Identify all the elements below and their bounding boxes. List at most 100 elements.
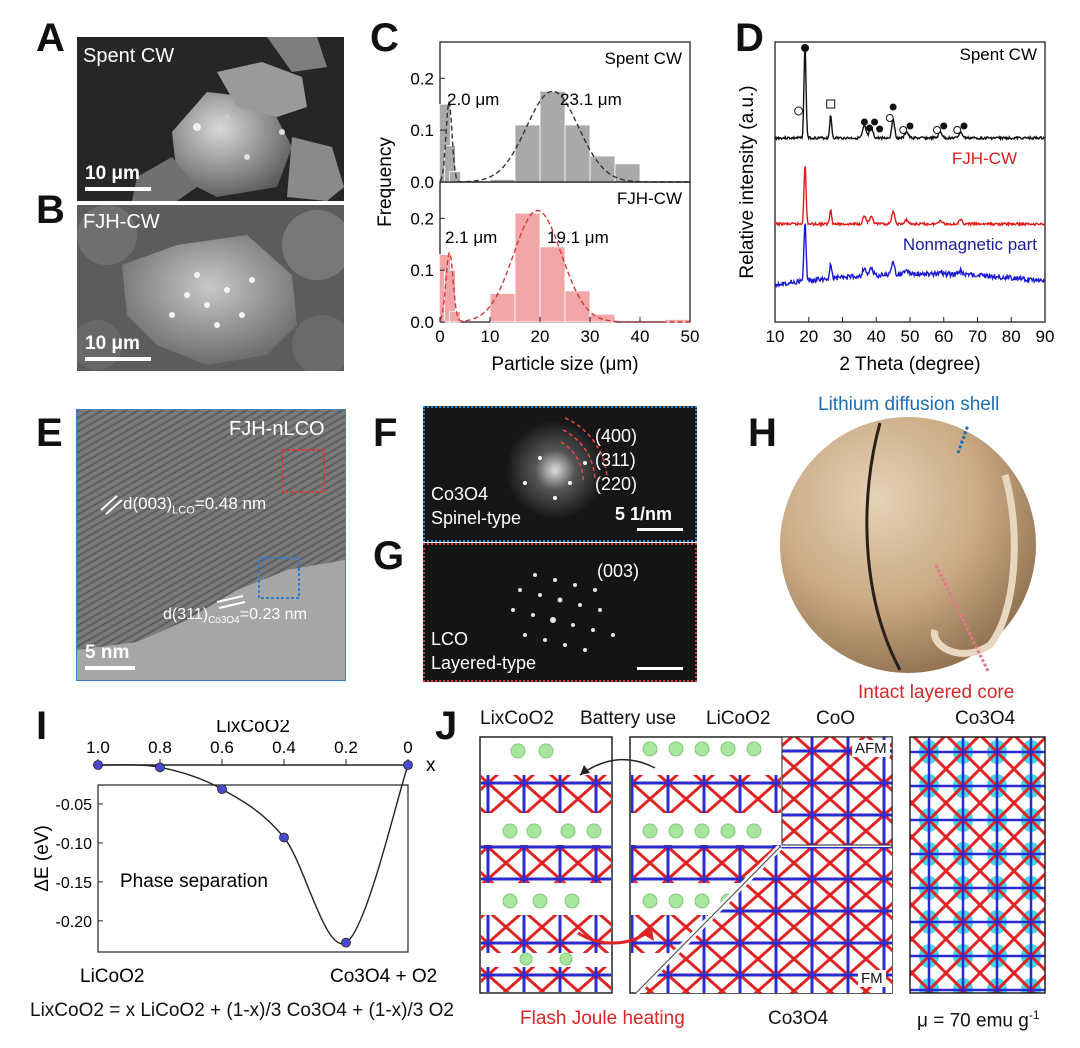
ytick-label-1-2: 0.2 [410,209,434,228]
scale-bar-g [637,667,683,670]
scale-bar-label-a: 10 μm [85,163,140,184]
xtick-label-d-3: 40 [867,327,886,346]
core-label: Intact layered core [858,682,1015,703]
bar-1-3 [489,293,516,323]
bottom-co3o4: Co3O4 [768,1008,829,1029]
phase-annotation: Phase separation [120,871,268,892]
bar-1-2 [449,311,461,323]
crystal-structures [479,736,1046,996]
li-ions-col1 [502,743,602,966]
equation: LixCoO2 = x LiCoO2 + (1-x)/3 Co3O4 + (1-… [30,1000,454,1022]
ytick-label-i-1: -0.10 [56,836,93,853]
marker-filled-6 [906,122,914,130]
bar-0-5 [539,90,566,183]
xtick-label-d-2: 30 [833,327,852,346]
scale-bar-a [85,187,151,191]
peak-label-1-0: 2.1 μm [445,228,497,247]
d003-sub: LCO [172,504,195,517]
ytick-label-0-2: 0.2 [410,69,434,88]
hrtem-label: FJH-nLCO [229,418,325,440]
fft-spinel-image: (400) (311) (220) Co3O4 Spinel-type 5 1/… [423,406,697,542]
subplot-title-1: FJH-CW [617,189,682,208]
scale-bar-label-e: 5 nm [85,642,130,663]
lixcoo2-layers [481,775,611,992]
xrd-series-2 [774,223,1045,289]
plane-003: (003) [597,561,640,581]
fft-layered-pattern [425,545,695,680]
marker-open-2 [899,126,908,134]
panel-letter-a: A [36,16,65,60]
xtick-label-d-4: 50 [901,327,920,346]
subplot-title-0: Spent CW [605,49,682,68]
col4-title: Co3O4 [955,708,1016,729]
panel-letter-c: C [370,16,399,60]
xtick-label-i-3: 0.4 [272,738,296,757]
xrd-series-1 [774,166,1045,228]
scale-bar-b [85,357,151,361]
hrtem-image: FJH-nLCO d(003)LCO=0.48 nm d(311)Co3O4=0… [76,409,346,681]
data-point-1 [155,762,165,773]
scale-bar-e [85,666,135,670]
x-symbol: x [426,755,436,776]
panel-letter-b: B [36,188,65,232]
x-axis-label-d: 2 Theta (degree) [839,354,980,375]
x-axis-label: Particle size (μm) [491,354,638,375]
plane-400: (400) [595,426,638,446]
marker-filled-3 [871,118,879,126]
chart-i: 1.0 0.8 0.6 0.4 0.2 0 -0.05 -0.10 -0.15 -0.20 LixC… [32,720,437,987]
plane-311: (311) [595,450,636,470]
marker-filled-1 [860,118,868,126]
mu-label: μ = 70 emu g-1 [917,1008,1040,1032]
col1-title-text: LixCoO2 [480,708,554,729]
scale-bar-label-f: 5 1/nm [615,504,673,524]
marker-filled-4 [876,125,884,133]
plot-frame-i [97,784,409,953]
bar-0-6 [564,124,591,183]
d311-sub: Co3O4 [208,615,240,627]
xtick-label-3: 30 [581,327,600,346]
energy-curve [97,764,409,945]
phase-layered: Layered-type [431,653,537,673]
panel-letter-f: F [373,411,398,455]
marker-filled-2 [866,124,873,132]
col3-title: CoO [816,708,856,729]
xtick-label-4: 40 [631,327,650,346]
data-point-4 [341,937,351,948]
xtick-label-i-5: 0 [403,738,412,757]
co3o4-fm-block [636,847,892,993]
ytick-label-i-2: -0.15 [56,875,93,892]
phase-co3o4: Co3O4 [431,484,489,504]
d003-annotation: d(003)LCO=0.48 nm [123,494,266,516]
panel-letter-h: H [748,411,777,455]
bar-1-4 [514,212,541,323]
scale-bar-f [637,528,683,531]
bar-0-8 [614,163,641,183]
marker-open-4 [953,126,962,134]
fit-curve-1 [439,209,690,323]
sem-particles [77,37,344,201]
ytick-label-1-1: 0.1 [410,261,434,280]
panel-letter-i: I [36,704,48,748]
col2-title: LiCoO2 [706,708,771,729]
xtick-label-d-5: 60 [934,327,953,346]
xtick-label-2: 20 [531,327,550,346]
ytick-label-i-3: -0.20 [56,914,93,931]
marker-open-0 [794,106,804,116]
sphere-schematic [780,417,1036,673]
xtick-label-d-6: 70 [968,327,987,346]
ytick-label-0-0: 0.0 [410,173,434,192]
xtick-label-d-0: 10 [766,327,785,346]
heating-arrow [577,927,653,945]
bar-0-4 [514,124,541,183]
diffusion-shell [931,474,1018,657]
marker-open-3 [933,126,941,134]
chart-d: Spent CW FJH-CW Nonmagnetic part 10 20 30 40 50… [737,41,1054,375]
phase-spinel: Spinel-type [431,508,522,528]
peak-label-0-0: 2.0 μm [447,90,499,109]
series-label-0: Spent CW [960,45,1037,64]
xtick-label-d-7: 80 [1002,327,1021,346]
co3o4-frame [909,736,1046,994]
ytick-label-0-1: 0.1 [410,121,434,140]
mu-text: μ = 70 emu g [917,1010,1029,1032]
plane-220: (220) [595,474,638,494]
